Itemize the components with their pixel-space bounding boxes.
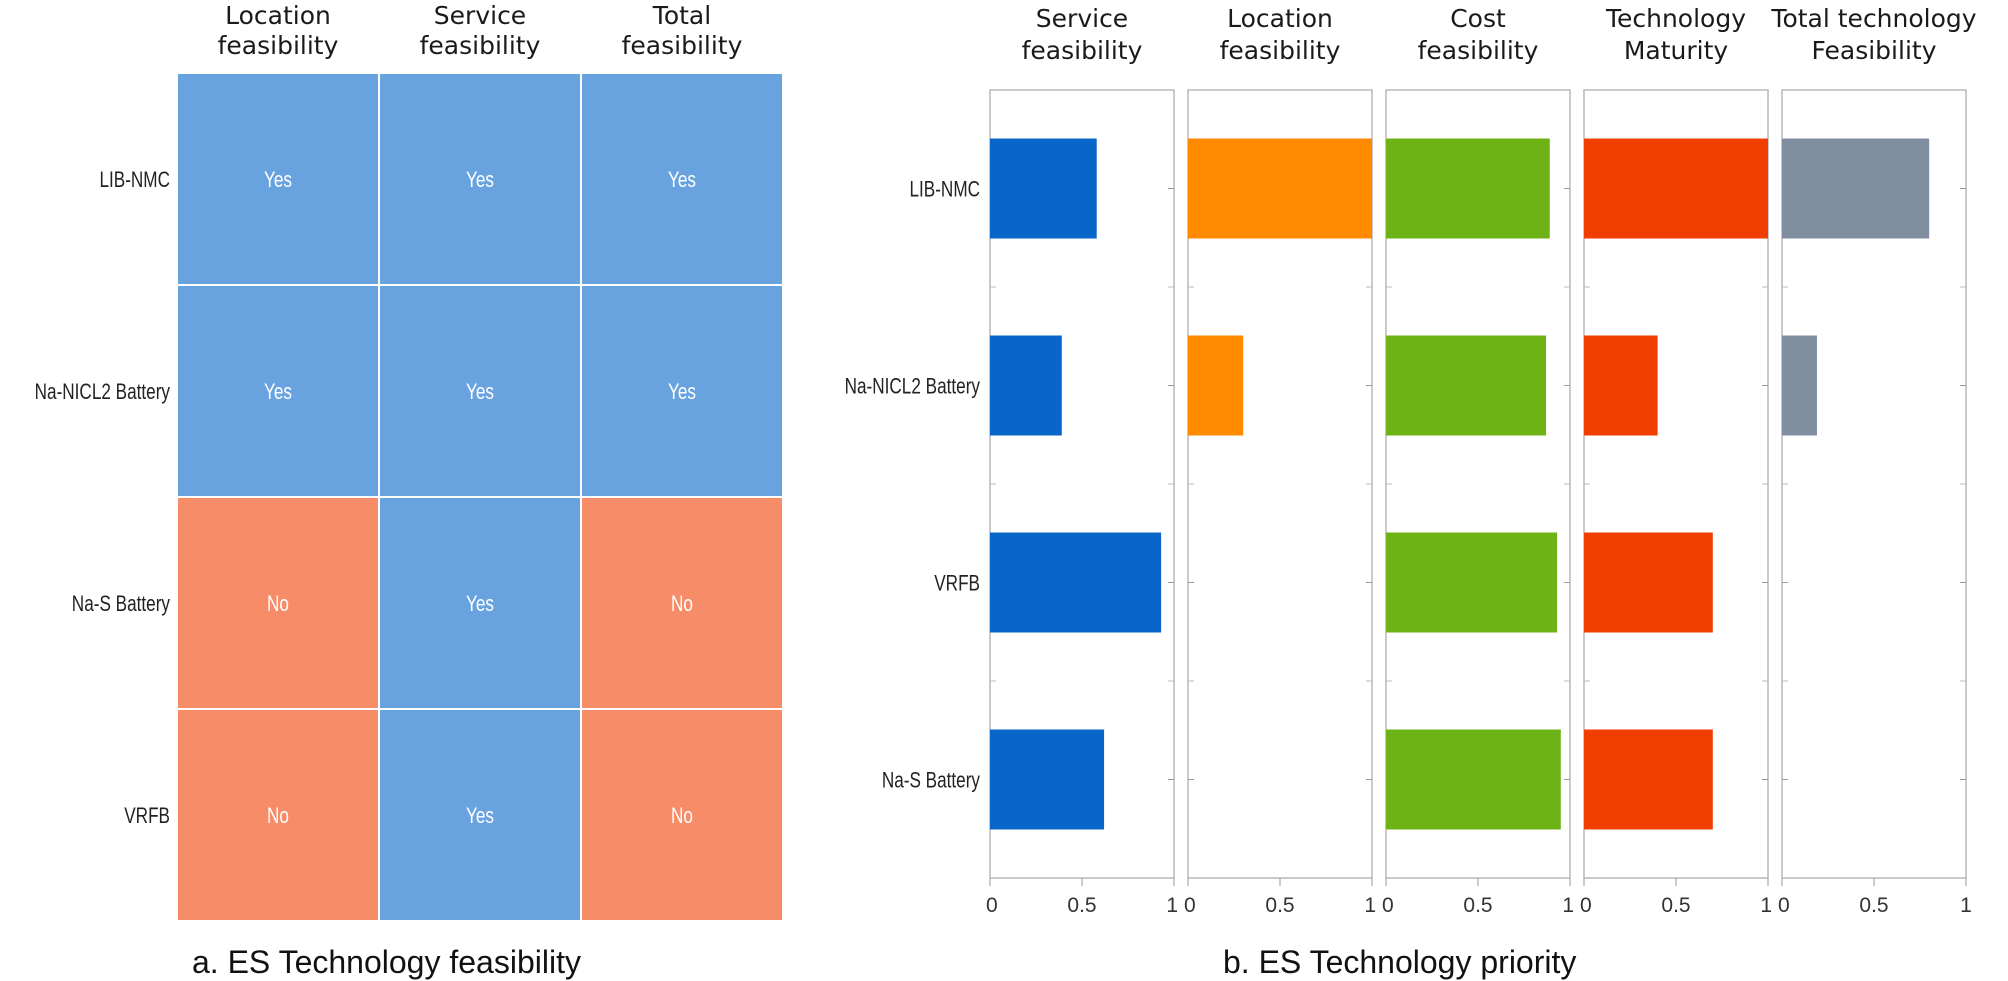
heatmap-cell-value: Yes (668, 380, 696, 405)
heatmap-cell (378, 284, 582, 498)
heatmap-cell-value: No (267, 804, 289, 829)
heatmap-cell (176, 72, 380, 286)
heatmap-cell-value: Yes (668, 168, 696, 193)
bar (1386, 138, 1550, 239)
x-tick-label: 0.5 (1859, 894, 1888, 917)
x-tick-label: 0.5 (1067, 894, 1096, 917)
bar (1782, 138, 1930, 239)
x-tick-label: 0 (1184, 894, 1196, 917)
heatmap-cell (580, 72, 784, 286)
category-label: VRFB (934, 572, 980, 597)
heatmap-row-label: Na-S Battery (72, 592, 170, 617)
panel-b-caption: b. ES Technology priority (1223, 944, 1576, 980)
heatmap-cell (378, 496, 582, 710)
heatmap-cell (580, 284, 784, 498)
bar (1782, 335, 1817, 436)
x-tick-label: 0.5 (1661, 894, 1690, 917)
series-header: Service feasibility (1022, 4, 1143, 65)
category-label: Na-S Battery (882, 769, 980, 794)
bar (1584, 729, 1713, 830)
x-tick-label: 1 (1562, 894, 1574, 917)
series-header: Cost feasibility (1418, 4, 1539, 65)
series-header: Total technology Feasibility (1770, 4, 1976, 65)
heatmap-cell-value: Yes (466, 380, 494, 405)
bar (1584, 532, 1713, 633)
heatmap-row-label: LIB-NMC (99, 168, 170, 193)
heatmap-column-header: Total feasibility (622, 1, 743, 60)
heatmap-cell-value: Yes (264, 168, 292, 193)
priority-panel: 0 0.5 1 0 0.5 1 0 0.5 1 0 0.5 1 0 0.5 1LIB-NMCNa-NICL2… (845, 89, 1972, 980)
bar (1584, 138, 1768, 239)
heatmap-column-header: Location feasibility (218, 1, 339, 60)
bar (990, 532, 1162, 633)
heatmap-cell-value: Yes (264, 380, 292, 405)
heatmap-column-header: Service feasibility (420, 1, 541, 60)
heatmap-cell (176, 284, 380, 498)
bar (990, 729, 1105, 830)
heatmap-row-label: VRFB (124, 804, 170, 829)
heatmap-panel: LIB-NMC Yes Yes Yes Na-NICL2 Battery Yes Yes Ye… (35, 72, 784, 980)
series-header: Location feasibility (1220, 4, 1341, 65)
heatmap-cell (378, 72, 582, 286)
x-tick-label: 0.5 (1265, 894, 1294, 917)
x-tick-label: 0 (1382, 894, 1394, 917)
series-header: Technology Maturity (1605, 4, 1746, 65)
bar (1386, 532, 1558, 633)
bar (1386, 729, 1561, 830)
heatmap-cell-value: No (267, 592, 289, 617)
x-tick-label: 0.5 (1463, 894, 1492, 917)
heatmap-cell (580, 708, 784, 922)
bar (990, 335, 1062, 436)
x-tick-label: 1 (1166, 894, 1178, 917)
bar (1188, 138, 1372, 239)
heatmap-cell-value: Yes (466, 168, 494, 193)
heatmap-cell-value: No (671, 804, 693, 829)
category-label: Na-NICL2 Battery (845, 375, 980, 400)
heatmap-cell-value: Yes (466, 804, 494, 829)
heatmap-row-label: Na-NICL2 Battery (35, 380, 170, 405)
x-tick-label: 1 (1760, 894, 1772, 917)
bar (990, 138, 1097, 239)
heatmap-cell-value: Yes (466, 592, 494, 617)
heatmap-cell (176, 708, 380, 922)
x-tick-label: 1 (1364, 894, 1376, 917)
panel-a-caption: a. ES Technology feasibility (192, 944, 581, 980)
category-label: LIB-NMC (909, 178, 980, 203)
bar (1386, 335, 1547, 436)
heatmap-cell-value: No (671, 592, 693, 617)
bar (1584, 335, 1658, 436)
x-tick-label: 0 (986, 894, 998, 917)
x-tick-label: 1 (1960, 894, 1972, 917)
x-tick-label: 0 (1778, 894, 1790, 917)
bar (1188, 335, 1244, 436)
x-tick-label: 0 (1580, 894, 1592, 917)
